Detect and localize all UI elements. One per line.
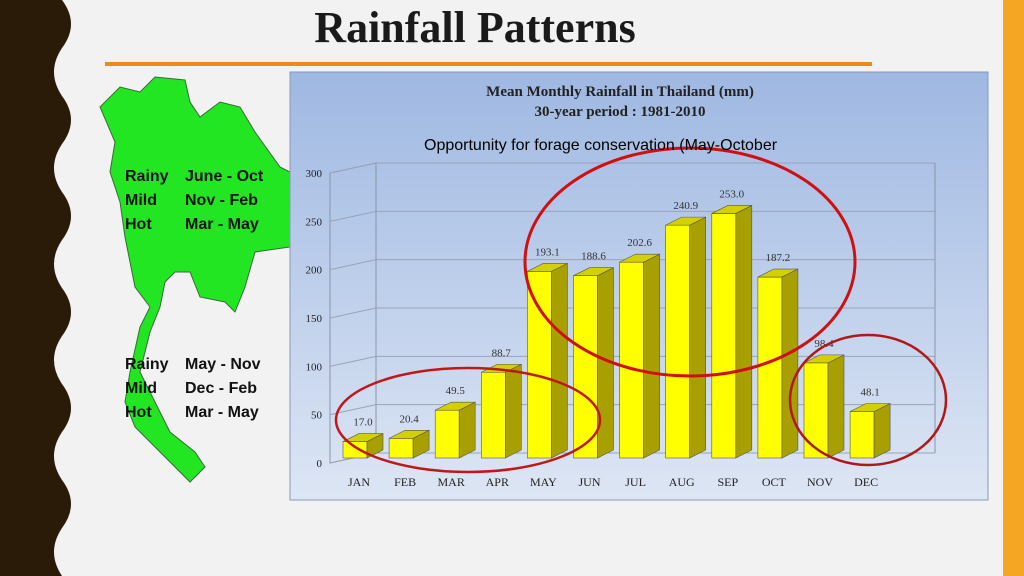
x-tick-label: MAY: [530, 475, 557, 489]
bar-sep: [711, 213, 737, 459]
data-label: 17.0: [353, 417, 373, 429]
gridline-depth: [329, 259, 377, 271]
data-label: 187.2: [766, 252, 791, 264]
x-tick-label: SEP: [717, 475, 738, 489]
bar-side: [643, 253, 660, 459]
bar-side: [873, 403, 891, 459]
x-tick-label: MAR: [438, 475, 465, 489]
title-underline: [105, 62, 872, 66]
x-tick-label: APR: [486, 475, 509, 489]
bar-feb: [388, 437, 414, 459]
x-tick-label: OCT: [762, 475, 787, 489]
bar-top: [388, 429, 430, 439]
bar-top: [757, 268, 799, 278]
bar-top: [481, 363, 522, 373]
data-label: 49.5: [446, 385, 466, 397]
gridline-depth: [329, 162, 377, 174]
x-tick-label: DEC: [854, 475, 878, 489]
bar-jun: [573, 275, 598, 459]
y-tick-label: 250: [306, 216, 323, 228]
bar-top: [435, 401, 476, 411]
bar-nov: [803, 362, 829, 459]
data-label: 48.1: [860, 387, 879, 399]
x-tick-label: JUN: [578, 475, 600, 489]
data-label: 188.6: [581, 251, 606, 263]
bar-oct: [757, 276, 783, 459]
x-tick-label: JUL: [625, 475, 646, 489]
x-tick-label: JAN: [348, 475, 370, 489]
highlight-circle-dry-late: [788, 333, 948, 467]
chart-subtitle: 30-year period : 1981-2010: [535, 104, 706, 120]
data-label: 20.4: [399, 413, 419, 425]
data-label: 202.6: [627, 237, 652, 249]
y-tick-label: 100: [306, 361, 323, 373]
chart-title: Mean Monthly Rainfall in Thailand (mm): [486, 84, 754, 100]
bar-side: [827, 354, 845, 459]
bar-top: [619, 253, 660, 263]
south-seasons: Rainy May - Nov Mild Dec - Feb Hot Mar - Ma…: [125, 356, 261, 421]
y-tick-label: 0: [317, 458, 323, 470]
thailand-map: [99, 76, 291, 483]
bar-top: [803, 354, 845, 364]
data-label: 240.9: [673, 200, 698, 212]
bar-mar: [434, 409, 460, 459]
bar-dec: [849, 411, 875, 459]
y-tick-label: 50: [311, 410, 323, 422]
gridline-depth: [329, 307, 377, 319]
bar-top: [665, 216, 706, 226]
bar-top: [711, 205, 752, 214]
bar-top: [527, 263, 568, 272]
x-tick-label: FEB: [394, 475, 416, 489]
bar-aug: [665, 224, 691, 459]
data-label: 253.0: [719, 188, 744, 200]
data-label: 193.1: [535, 246, 560, 258]
data-label: 88.7: [492, 347, 512, 359]
bar-top: [849, 403, 891, 412]
x-tick-label: NOV: [807, 475, 833, 489]
y-tick-label: 300: [306, 168, 323, 180]
bar-side: [458, 401, 476, 459]
annotation-text: Opportunity for forage conservation (May…: [424, 137, 778, 154]
bar-side: [689, 216, 706, 459]
y-tick-label: 150: [306, 313, 323, 325]
gridline-depth: [329, 355, 377, 367]
bar-side: [551, 262, 568, 459]
bar-may: [527, 271, 552, 459]
highlight-circle-dry-early: [334, 366, 602, 474]
highlight-circle-rainy: [523, 146, 857, 378]
bar-top: [573, 267, 614, 276]
y-tick-label: 200: [306, 265, 323, 277]
bar-top: [342, 433, 384, 442]
bar-side: [505, 363, 522, 459]
decorative-wavy-band: [0, 0, 71, 576]
data-label: 98.4: [814, 338, 834, 350]
x-tick-label: AUG: [669, 475, 695, 489]
north-seasons: Rainy June - Oct Mild Nov - Feb Hot Mar - M…: [125, 168, 264, 233]
bar-apr: [480, 371, 506, 459]
gridline-depth: [329, 210, 377, 222]
bar-side: [781, 268, 799, 459]
bar-jan: [342, 441, 368, 459]
decorative-orange-bar: [1003, 0, 1024, 576]
bar-side: [735, 204, 753, 459]
slide-title: Rainfall Patterns: [314, 3, 636, 52]
bar-jul: [619, 261, 644, 459]
